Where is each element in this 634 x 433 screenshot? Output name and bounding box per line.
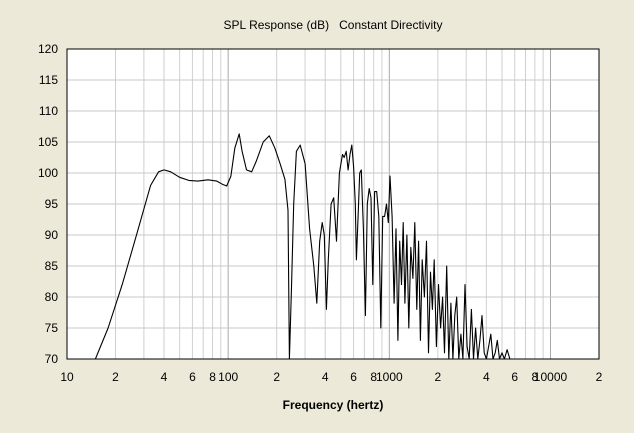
y-tick-label: 70 (45, 352, 59, 366)
chart-title: SPL Response (dB) Constant Directivity (224, 18, 443, 32)
x-tick-label: 6 (189, 370, 196, 384)
x-tick-label: 4 (161, 370, 168, 384)
y-tick-label: 100 (38, 166, 58, 180)
x-tick-label: 2 (434, 370, 441, 384)
x-tick-label: 2 (112, 370, 119, 384)
y-tick-labels: 120 115 110 105 100 95 90 85 80 75 70 (38, 42, 58, 366)
plot-frame (66, 48, 600, 360)
y-tick-label: 120 (38, 42, 58, 56)
x-tick-label: 4 (322, 370, 329, 384)
curve-layer (94, 133, 515, 359)
x-tick-label: 4 (483, 370, 490, 384)
x-tick-label: 2 (273, 370, 280, 384)
y-tick-label: 85 (45, 259, 59, 273)
x-tick-label: 10000 (534, 370, 568, 384)
y-tick-label: 115 (39, 73, 58, 87)
y-tick-label: 90 (45, 228, 59, 242)
x-tick-label: 8 (532, 370, 539, 384)
x-tick-label: 1000 (376, 370, 403, 384)
y-tick-label: 105 (38, 135, 58, 149)
y-tick-label: 80 (45, 290, 59, 304)
spl-curve (94, 133, 515, 359)
x-tick-label: 10 (60, 370, 74, 384)
x-tick-label: 100 (218, 370, 238, 384)
x-axis-label: Frequency (hertz) (283, 398, 384, 412)
y-tick-label: 110 (39, 104, 58, 118)
x-tick-label: 2 (596, 370, 603, 384)
x-tick-label: 8 (209, 370, 216, 384)
x-tick-label: 6 (511, 370, 518, 384)
x-tick-label: 6 (350, 370, 357, 384)
y-tick-label: 95 (45, 197, 59, 211)
y-tick-label: 75 (45, 321, 59, 335)
x-tick-label: 8 (370, 370, 377, 384)
